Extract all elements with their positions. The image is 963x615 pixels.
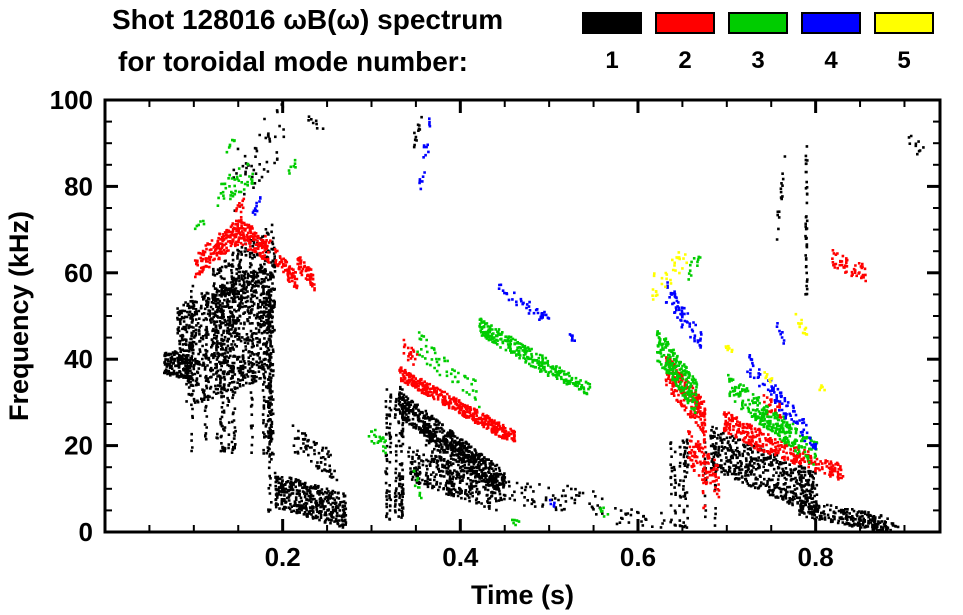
y-tick-label: 20	[64, 431, 93, 461]
y-tick-label: 40	[64, 344, 93, 374]
legend-label-3: 3	[751, 47, 765, 74]
y-tick-label: 0	[79, 517, 93, 547]
legend-entry-2: 2	[655, 12, 715, 75]
legend-swatch-1	[582, 12, 642, 34]
legend-label-1: 1	[605, 47, 619, 74]
y-tick-label: 80	[64, 171, 93, 201]
legend-swatch-2	[655, 12, 715, 34]
legend-swatch-4	[801, 12, 861, 34]
legend-label-2: 2	[678, 47, 692, 74]
legend-label-4: 4	[824, 47, 838, 74]
series-n=3	[193, 138, 819, 527]
y-axis-label: Frequency (kHz)	[4, 211, 34, 421]
legend-swatch-5	[874, 12, 934, 34]
legend: 1 2 3 4 5	[582, 12, 934, 75]
y-tick-label: 60	[64, 258, 93, 288]
x-tick-label: 0.2	[265, 542, 301, 572]
x-tick-label: 0.4	[442, 542, 479, 572]
x-tick-label: 0.6	[620, 542, 656, 572]
figure-title: Shot 128016 ωB(ω) spectrum	[112, 4, 504, 35]
legend-entry-3: 3	[728, 12, 788, 75]
legend-swatch-3	[728, 12, 788, 34]
legend-entry-5: 5	[874, 12, 934, 75]
legend-entry-1: 1	[582, 12, 642, 75]
series-n=4	[251, 117, 818, 508]
x-axis-label: Time (s)	[471, 580, 574, 610]
legend-entry-4: 4	[801, 12, 861, 75]
y-tick-label: 100	[50, 85, 93, 115]
x-tick-label: 0.8	[798, 542, 834, 572]
legend-label-5: 5	[897, 47, 911, 74]
figure-subtitle: for toroidal mode number:	[118, 46, 468, 77]
